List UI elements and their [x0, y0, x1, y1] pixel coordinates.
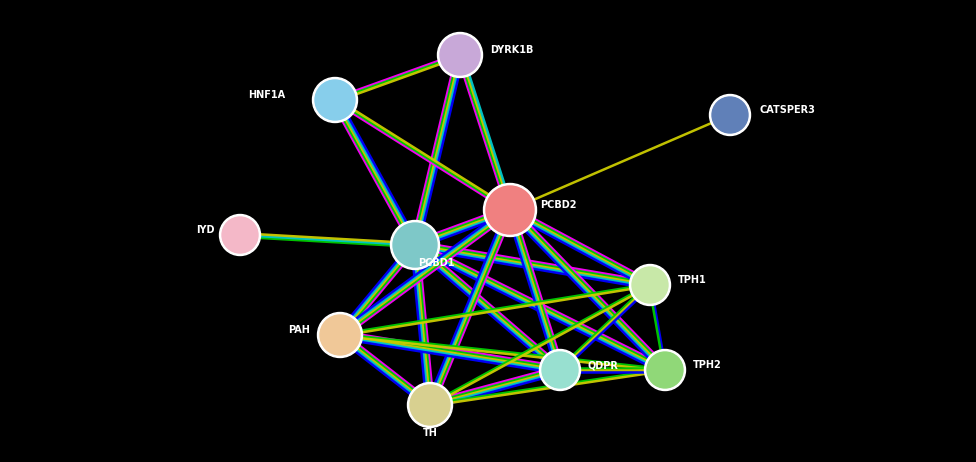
- Circle shape: [390, 220, 439, 269]
- Circle shape: [540, 349, 581, 390]
- Circle shape: [437, 32, 482, 78]
- Circle shape: [220, 214, 261, 255]
- Circle shape: [647, 352, 683, 388]
- Circle shape: [320, 315, 360, 355]
- Circle shape: [222, 217, 258, 253]
- Circle shape: [408, 383, 453, 427]
- Text: CATSPER3: CATSPER3: [760, 105, 816, 115]
- Circle shape: [486, 186, 534, 234]
- Circle shape: [542, 352, 578, 388]
- Text: TPH2: TPH2: [693, 360, 721, 370]
- Text: QDPR: QDPR: [588, 360, 619, 370]
- Circle shape: [315, 80, 355, 120]
- Circle shape: [483, 183, 537, 237]
- Text: PCBD1: PCBD1: [418, 258, 455, 268]
- Circle shape: [644, 349, 685, 390]
- Circle shape: [317, 312, 362, 358]
- Circle shape: [630, 265, 671, 305]
- Text: DYRK1B: DYRK1B: [490, 45, 533, 55]
- Circle shape: [632, 267, 668, 303]
- Text: TH: TH: [423, 428, 437, 438]
- Text: PAH: PAH: [288, 325, 310, 335]
- Text: TPH1: TPH1: [678, 275, 707, 285]
- Circle shape: [410, 385, 450, 425]
- Text: HNF1A: HNF1A: [248, 90, 285, 100]
- Text: PCBD2: PCBD2: [540, 200, 577, 210]
- Circle shape: [393, 223, 437, 267]
- Circle shape: [312, 78, 357, 122]
- Text: IYD: IYD: [196, 225, 215, 235]
- Circle shape: [710, 95, 751, 135]
- Circle shape: [440, 35, 480, 75]
- Circle shape: [712, 97, 748, 133]
